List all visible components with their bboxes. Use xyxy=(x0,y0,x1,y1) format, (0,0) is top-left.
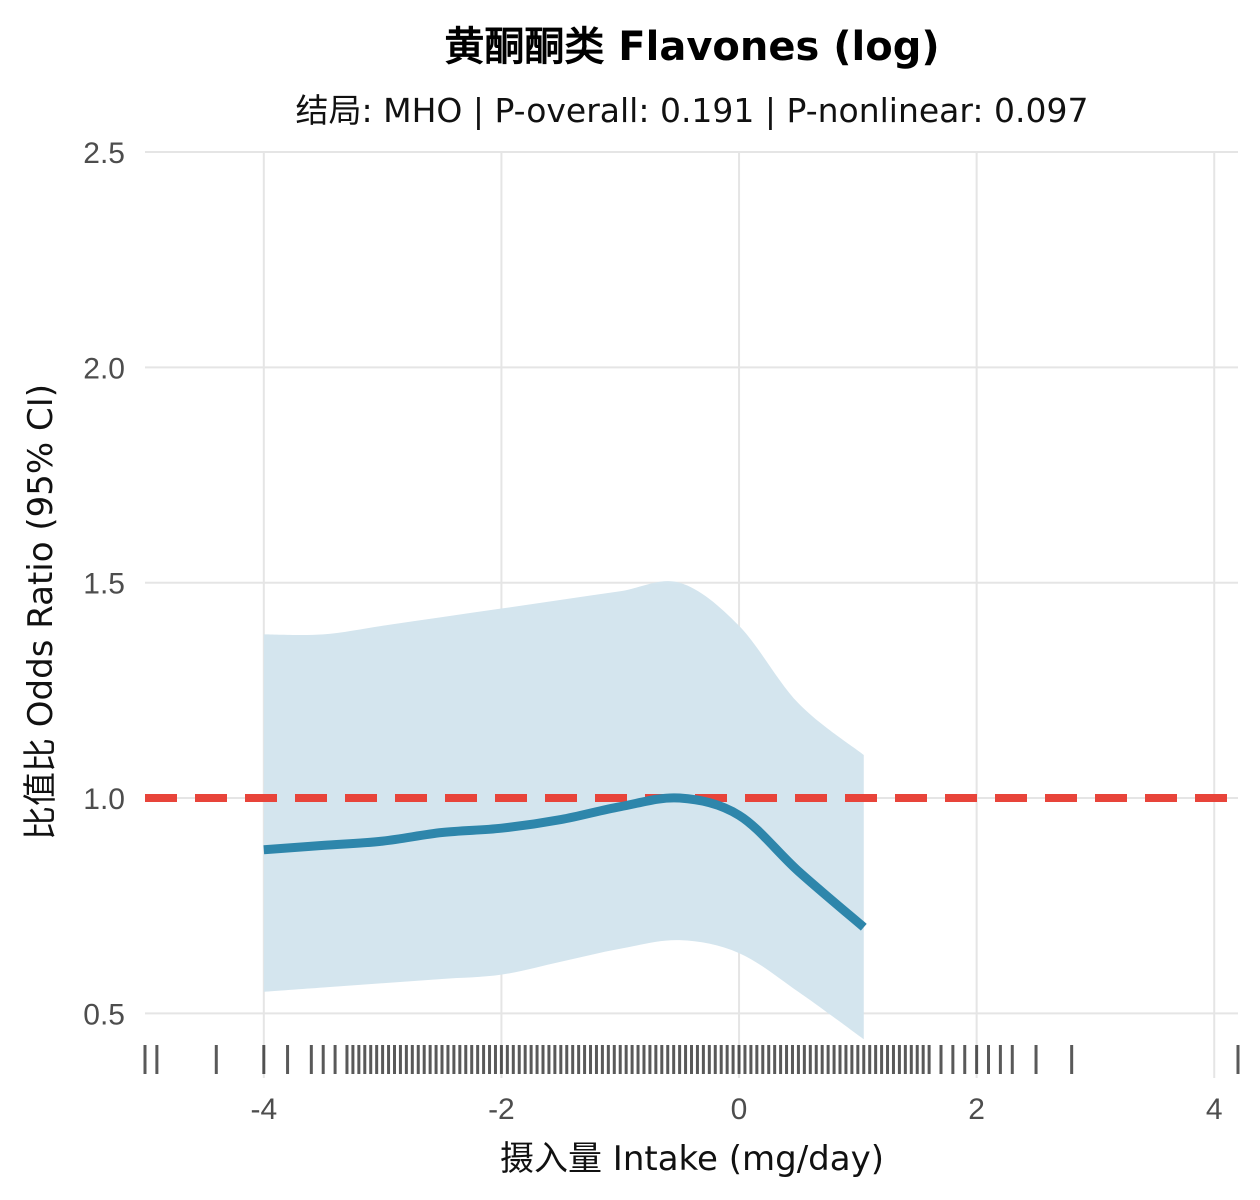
y-axis-title: 比值比 Odds Ratio (95% CI) xyxy=(21,384,61,840)
y-tick-label: 1.0 xyxy=(83,783,125,816)
x-tick-label: 2 xyxy=(968,1093,985,1126)
y-tick-labels: 0.5 1.0 1.5 2.0 2.5 xyxy=(83,137,125,1031)
x-tick-label: -4 xyxy=(250,1093,277,1126)
x-axis-title: 摄入量 Intake (mg/day) xyxy=(500,1139,884,1179)
or-curve xyxy=(263,793,867,931)
confidence-band xyxy=(263,581,864,1040)
chart-title: 黄酮酮类 Flavones (log) xyxy=(444,24,939,70)
x-tick-label: -2 xyxy=(488,1093,515,1126)
y-tick-label: 2.0 xyxy=(83,352,125,385)
y-tick-label: 0.5 xyxy=(83,998,125,1031)
y-tick-label: 2.5 xyxy=(83,137,125,170)
x-tick-labels: -4 -2 0 2 4 xyxy=(250,1093,1222,1126)
confidence-band-layer xyxy=(263,581,864,1040)
or-curve-layer xyxy=(263,793,867,931)
y-tick-label: 1.5 xyxy=(83,568,125,601)
chart-subtitle: 结局: MHO | P-overall: 0.191 | P-nonlinear… xyxy=(296,91,1089,130)
x-tick-label: 0 xyxy=(731,1093,748,1126)
rug-plot xyxy=(143,1045,1240,1074)
x-tick-label: 4 xyxy=(1206,1093,1223,1126)
